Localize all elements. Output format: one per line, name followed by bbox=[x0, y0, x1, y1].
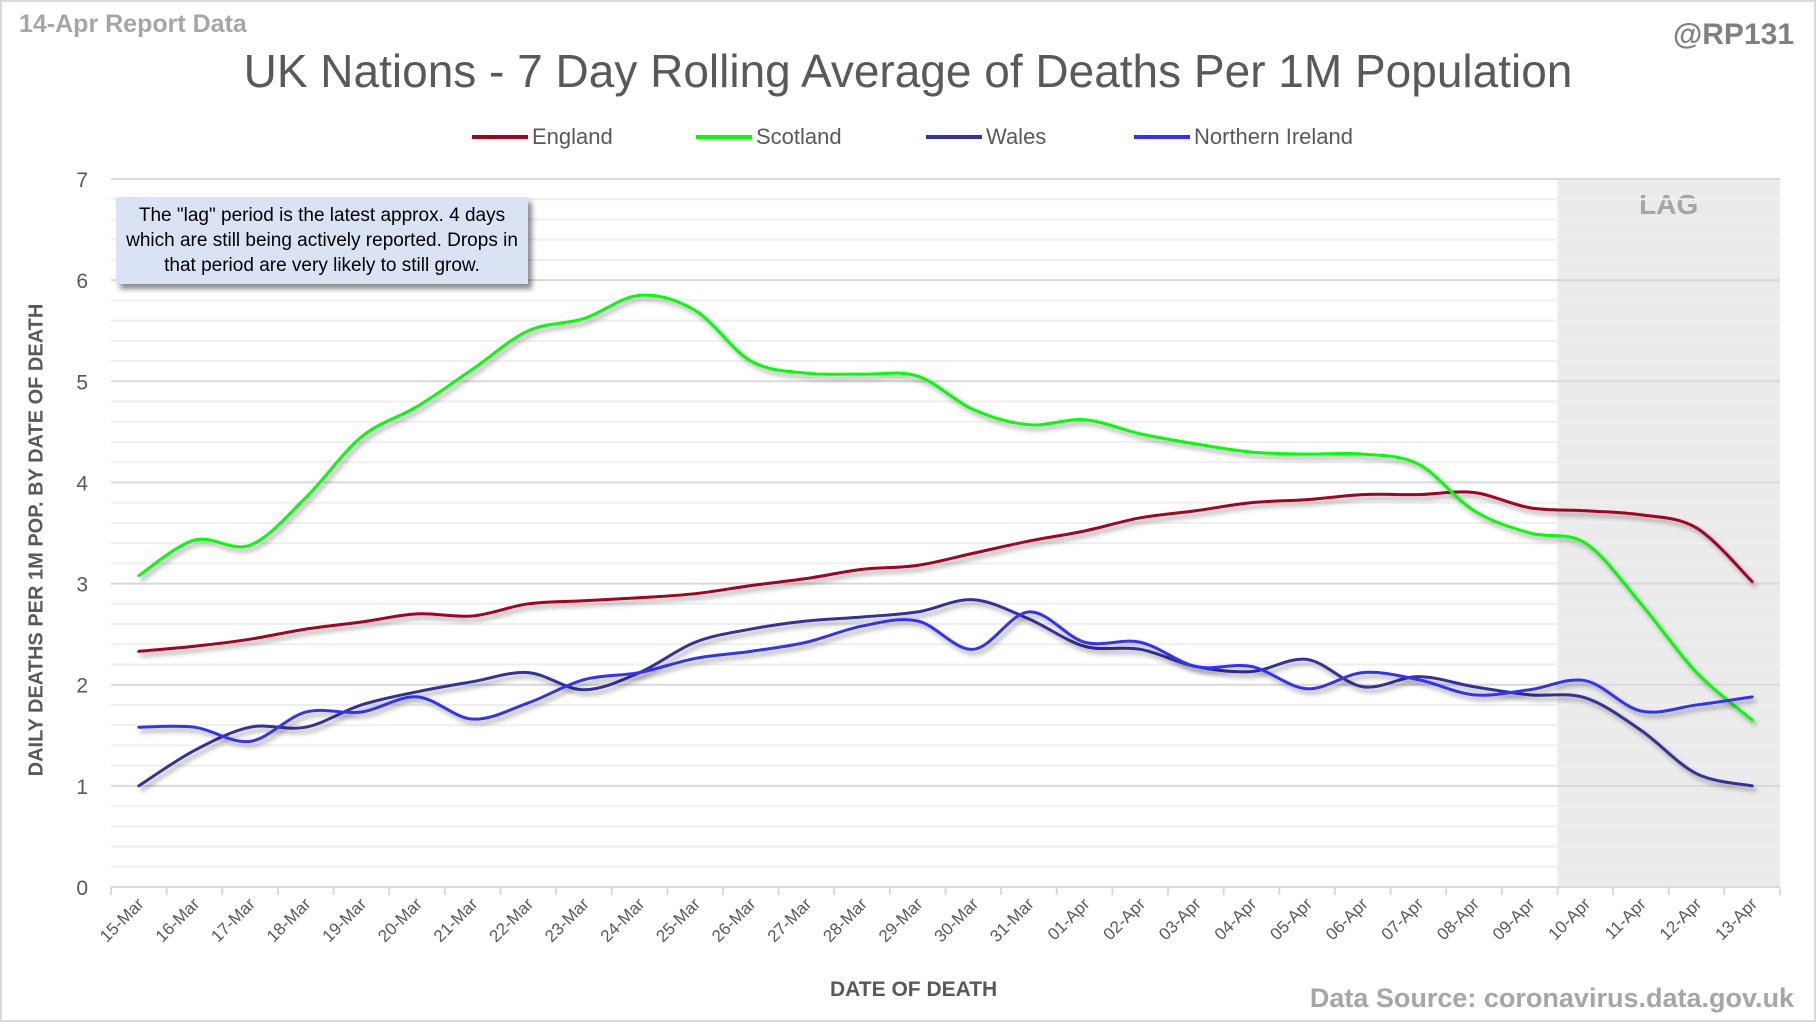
y-tick-label: 3 bbox=[76, 574, 88, 597]
author-handle: @RP131 bbox=[1673, 18, 1794, 51]
x-tick-label: 27-Mar bbox=[764, 894, 816, 946]
chart-title: UK Nations - 7 Day Rolling Average of De… bbox=[243, 45, 1573, 97]
legend-swatch-northern-ireland bbox=[1134, 135, 1190, 139]
x-axis-label: DATE OF DEATH bbox=[830, 978, 998, 1001]
x-tick-label: 09-Apr bbox=[1489, 894, 1539, 944]
x-tick-label: 07-Apr bbox=[1378, 894, 1428, 944]
y-tick-label: 4 bbox=[76, 472, 88, 495]
y-tick-label: 2 bbox=[76, 675, 88, 698]
series-line-scotland bbox=[137, 293, 1754, 722]
legend-label-northern-ireland: Northern Ireland bbox=[1194, 124, 1353, 149]
legend-label-england: England bbox=[532, 124, 613, 149]
x-tick-label: 08-Apr bbox=[1433, 894, 1483, 944]
x-tick-label: 12-Apr bbox=[1656, 894, 1706, 944]
x-tick-label: 16-Mar bbox=[152, 894, 204, 946]
legend-label-wales: Wales bbox=[986, 124, 1047, 149]
y-tick-label: 7 bbox=[76, 169, 88, 192]
y-tick-label: 1 bbox=[76, 776, 88, 799]
lag-region bbox=[1557, 179, 1780, 887]
x-tick-label: 20-Mar bbox=[374, 894, 426, 946]
x-tick-label: 19-Mar bbox=[319, 894, 371, 946]
data-source: Data Source: coronavirus.data.gov.uk bbox=[1309, 983, 1794, 1013]
x-tick-label: 17-Mar bbox=[207, 894, 259, 946]
x-tick-label: 13-Apr bbox=[1711, 894, 1761, 944]
y-axis-label: DAILY DEATHS PER 1M POP. BY DATE OF DEAT… bbox=[25, 303, 48, 777]
series-line-wales bbox=[137, 598, 1754, 788]
series-line-northern-ireland bbox=[137, 610, 1754, 744]
legend-item-northern-ireland: Northern Ireland bbox=[1134, 124, 1353, 150]
x-tick-label: 29-Mar bbox=[875, 894, 927, 946]
x-tick-label: 05-Apr bbox=[1266, 894, 1316, 944]
y-tick-label: 0 bbox=[76, 877, 88, 900]
legend-swatch-wales bbox=[926, 135, 982, 139]
x-tick-label: 10-Apr bbox=[1545, 894, 1595, 944]
x-tick-label: 25-Mar bbox=[652, 894, 704, 946]
x-tick-label: 04-Apr bbox=[1211, 894, 1261, 944]
x-tick-label: 15-Mar bbox=[96, 894, 148, 946]
x-tick-label: 23-Mar bbox=[541, 894, 593, 946]
x-tick-label: 31-Mar bbox=[986, 894, 1038, 946]
series-line-england bbox=[137, 490, 1754, 653]
report-date: 14-Apr Report Data bbox=[19, 10, 247, 38]
legend-item-england: England bbox=[472, 124, 613, 150]
x-tick-label: 02-Apr bbox=[1100, 894, 1150, 944]
x-tick-label: 21-Mar bbox=[430, 894, 482, 946]
x-tick-label: 22-Mar bbox=[486, 894, 538, 946]
lag-label: LAG bbox=[1639, 189, 1698, 220]
x-tick-label: 28-Mar bbox=[819, 894, 871, 946]
legend-label-scotland: Scotland bbox=[756, 124, 842, 149]
y-tick-label: 6 bbox=[76, 270, 88, 293]
x-tick-label: 01-Apr bbox=[1044, 894, 1094, 944]
legend-swatch-england bbox=[472, 135, 528, 139]
legend-item-wales: Wales bbox=[926, 124, 1046, 150]
legend-item-scotland: Scotland bbox=[696, 124, 842, 150]
legend-swatch-scotland bbox=[696, 135, 752, 139]
x-tick-label: 06-Apr bbox=[1322, 894, 1372, 944]
lag-note: The "lag" period is the latest approx. 4… bbox=[116, 197, 528, 284]
x-tick-label: 26-Mar bbox=[708, 894, 760, 946]
x-tick-label: 18-Mar bbox=[263, 894, 315, 946]
y-tick-label: 5 bbox=[76, 371, 88, 394]
legend: England Scotland Wales Northern Ireland bbox=[0, 124, 1816, 154]
x-tick-label: 11-Apr bbox=[1601, 894, 1650, 943]
x-tick-label: 03-Apr bbox=[1155, 894, 1205, 944]
x-tick-label: 30-Mar bbox=[931, 894, 983, 946]
x-tick-label: 24-Mar bbox=[597, 894, 649, 946]
